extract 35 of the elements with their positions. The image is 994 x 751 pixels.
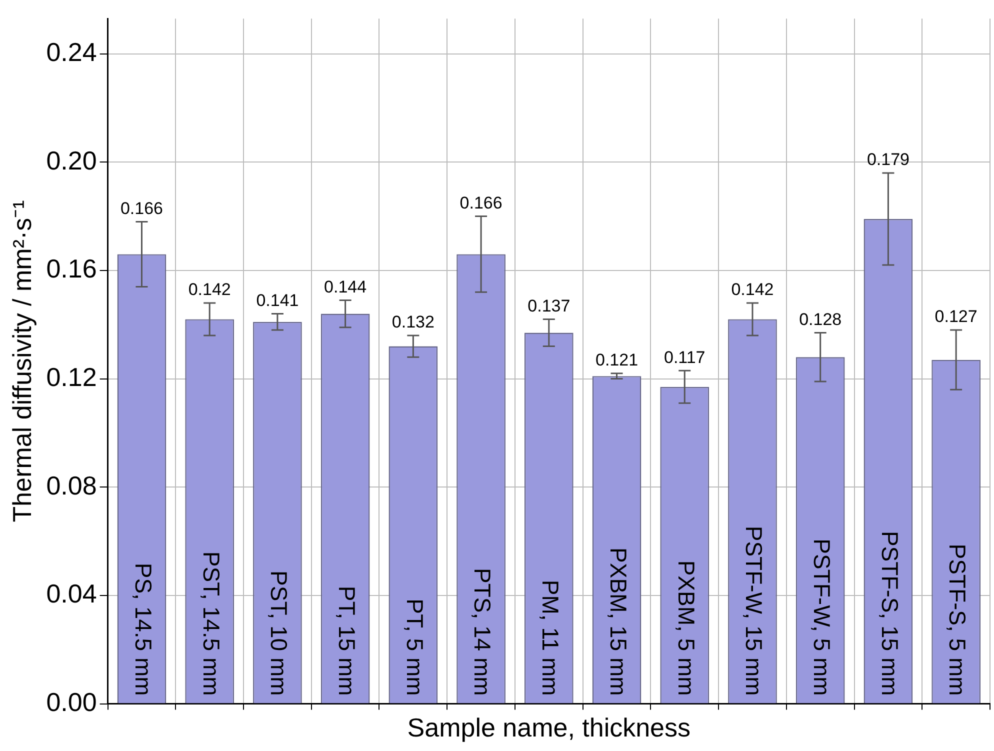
x-tick-label: PST, 10 mm <box>266 570 292 696</box>
data-label: 0.166 <box>460 193 502 212</box>
x-tick-label: PXBM, 5 mm <box>673 560 700 696</box>
data-label: 0.127 <box>934 307 978 326</box>
x-tick-label: PXBM, 15 mm <box>605 548 632 696</box>
x-tick-label: PTS, 14 mm <box>470 568 496 696</box>
x-tick-label: PSTF-S, 15 mm <box>876 530 903 696</box>
x-tick-label: PS, 14.5 mm <box>130 562 156 696</box>
data-label: 0.179 <box>866 150 910 170</box>
x-tick-label: PT, 5 mm <box>402 598 428 696</box>
y-tick-label: 0.12 <box>46 362 97 392</box>
data-label: 0.142 <box>731 280 774 300</box>
y-tick-label: 0.08 <box>46 470 97 500</box>
y-tick-label: 0.16 <box>46 254 97 284</box>
data-label: 0.144 <box>324 277 367 296</box>
x-tick-label: PST, 14.5 mm <box>198 551 224 696</box>
x-tick-label: PSTF-W, 5 mm <box>809 538 836 696</box>
data-label: 0.166 <box>120 198 164 218</box>
x-tick-label: PT, 15 mm <box>334 586 360 696</box>
data-label: 0.121 <box>595 350 638 370</box>
data-label: 0.141 <box>256 290 299 310</box>
data-label: 0.132 <box>392 312 434 332</box>
x-tick-label: PSTF-S, 5 mm <box>944 544 971 696</box>
x-tick-label: PM, 11 mm <box>538 580 564 696</box>
y-tick-label: 0.24 <box>46 36 97 67</box>
data-label: 0.117 <box>664 348 706 367</box>
x-tick-label: PSTF-W, 15 mm <box>741 526 768 696</box>
y-tick-label: 0.04 <box>46 578 97 609</box>
y-axis-title: Thermal diffusivity / mm²·s⁻¹ <box>6 200 37 522</box>
data-label: 0.142 <box>188 280 231 300</box>
data-label: 0.128 <box>799 310 842 329</box>
x-axis-title: Sample name, thickness <box>407 712 691 743</box>
data-label: 0.137 <box>528 296 570 316</box>
y-tick-label: 0.20 <box>46 145 97 176</box>
y-tick-label: 0.00 <box>46 686 97 717</box>
